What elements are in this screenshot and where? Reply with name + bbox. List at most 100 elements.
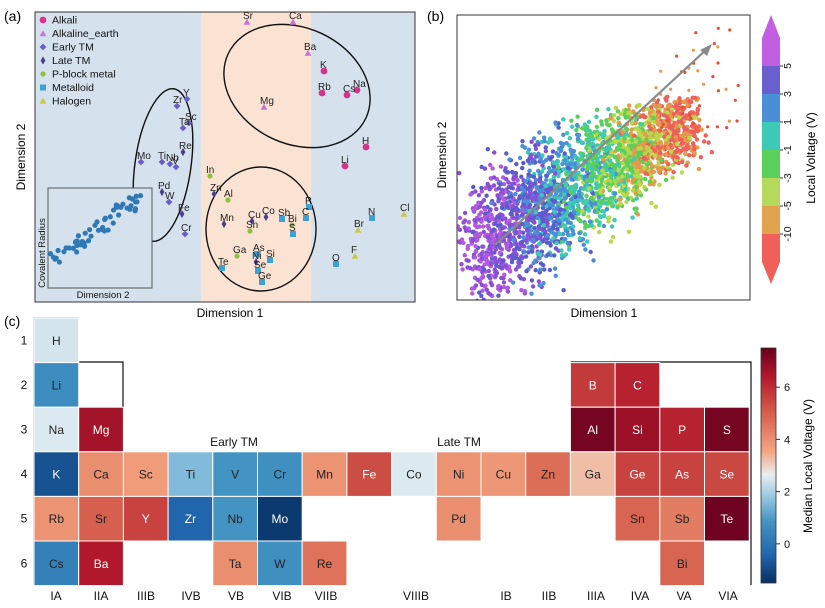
voltage-point bbox=[628, 150, 633, 156]
voltage-point bbox=[565, 130, 570, 136]
voltage-point bbox=[701, 139, 707, 144]
inset-point bbox=[47, 251, 54, 257]
voltage-point bbox=[636, 152, 641, 157]
voltage-point bbox=[573, 182, 579, 187]
voltage-point bbox=[583, 225, 588, 230]
voltage-point bbox=[694, 137, 700, 142]
voltage-point bbox=[556, 152, 561, 158]
point-label-c: C bbox=[302, 207, 309, 218]
voltage-point bbox=[492, 308, 496, 312]
colorbar-c-tick-label: 4 bbox=[784, 434, 790, 446]
voltage-point bbox=[603, 147, 608, 152]
voltage-point bbox=[594, 114, 599, 120]
point-as bbox=[254, 251, 260, 257]
cell-ge: Ge bbox=[614, 451, 661, 497]
colorbar-b-segment bbox=[762, 206, 780, 234]
voltage-point bbox=[656, 109, 661, 115]
point-n bbox=[369, 215, 375, 221]
voltage-point bbox=[571, 201, 576, 206]
voltage-point bbox=[477, 212, 482, 217]
voltage-point bbox=[597, 214, 603, 219]
cell-symbol: V bbox=[231, 468, 239, 482]
voltage-point bbox=[580, 167, 586, 172]
voltage-point bbox=[473, 203, 479, 209]
point-cs bbox=[343, 91, 351, 99]
voltage-point bbox=[470, 229, 475, 235]
voltage-point bbox=[466, 315, 470, 319]
voltage-point bbox=[575, 207, 580, 212]
voltage-point bbox=[462, 210, 468, 216]
voltage-point bbox=[489, 282, 495, 288]
voltage-point bbox=[551, 164, 557, 169]
panel-b-xlabel: Dimension 1 bbox=[571, 306, 638, 320]
voltage-point bbox=[525, 150, 531, 155]
cell-symbol: Mg bbox=[93, 423, 110, 437]
voltage-point bbox=[530, 284, 536, 289]
point-te bbox=[219, 265, 225, 271]
group-column-label: IVA bbox=[631, 589, 649, 603]
colorbar-b-tick-label: -3 bbox=[782, 173, 794, 182]
voltage-point bbox=[478, 204, 483, 209]
voltage-point bbox=[529, 249, 534, 254]
voltage-point bbox=[698, 155, 703, 160]
voltage-point bbox=[536, 151, 541, 156]
voltage-point bbox=[557, 146, 562, 151]
colorbar-b-label: Local Voltage (V) bbox=[804, 112, 818, 203]
voltage-point bbox=[609, 224, 615, 229]
voltage-point bbox=[481, 297, 486, 300]
inset-point bbox=[74, 238, 80, 244]
voltage-point bbox=[613, 155, 618, 160]
voltage-point bbox=[610, 234, 616, 240]
voltage-point bbox=[563, 236, 568, 242]
voltage-point bbox=[638, 182, 643, 187]
voltage-point bbox=[584, 145, 589, 151]
voltage-point bbox=[513, 191, 518, 197]
voltage-point bbox=[649, 140, 654, 145]
voltage-point bbox=[494, 206, 499, 212]
cell-ti: Ti bbox=[167, 451, 214, 497]
inset-point bbox=[86, 227, 93, 233]
voltage-point bbox=[606, 145, 612, 150]
cell-ba: Ba bbox=[78, 540, 124, 587]
voltage-point bbox=[479, 189, 484, 194]
cell-symbol: Pd bbox=[451, 512, 466, 526]
voltage-point bbox=[588, 165, 594, 171]
voltage-point bbox=[522, 249, 527, 254]
voltage-point bbox=[446, 259, 450, 263]
inset-point bbox=[92, 222, 98, 228]
point-label-cr: Cr bbox=[181, 223, 192, 234]
voltage-point bbox=[492, 202, 497, 207]
voltage-point bbox=[677, 96, 682, 101]
voltage-point bbox=[526, 172, 531, 177]
voltage-point bbox=[540, 262, 546, 268]
voltage-point bbox=[570, 214, 575, 220]
voltage-point bbox=[648, 126, 653, 131]
inset-point bbox=[56, 259, 63, 265]
voltage-point bbox=[560, 253, 565, 258]
voltage-point bbox=[511, 280, 516, 285]
cell-symbol: Cr bbox=[274, 468, 287, 482]
voltage-point bbox=[519, 254, 524, 259]
voltage-point bbox=[466, 226, 471, 231]
voltage-point bbox=[597, 220, 602, 225]
colorbar-c-label: Median Local Voltage (V) bbox=[801, 399, 815, 533]
voltage-point bbox=[545, 252, 551, 257]
voltage-point bbox=[540, 217, 545, 222]
voltage-point bbox=[560, 215, 565, 220]
cell-symbol: Sb bbox=[675, 512, 690, 526]
voltage-point bbox=[624, 146, 629, 151]
voltage-point bbox=[533, 146, 539, 151]
voltage-point bbox=[674, 141, 680, 147]
voltage-point bbox=[586, 214, 591, 219]
voltage-point bbox=[517, 195, 522, 201]
voltage-point bbox=[637, 139, 642, 145]
voltage-point bbox=[638, 146, 644, 151]
cell-symbol: B bbox=[589, 378, 597, 392]
cell-symbol: Sc bbox=[139, 468, 153, 482]
voltage-point bbox=[600, 193, 605, 198]
voltage-point bbox=[616, 161, 621, 167]
voltage-point bbox=[691, 121, 695, 125]
panel-label-c: (c) bbox=[4, 313, 20, 329]
voltage-point bbox=[474, 298, 480, 300]
